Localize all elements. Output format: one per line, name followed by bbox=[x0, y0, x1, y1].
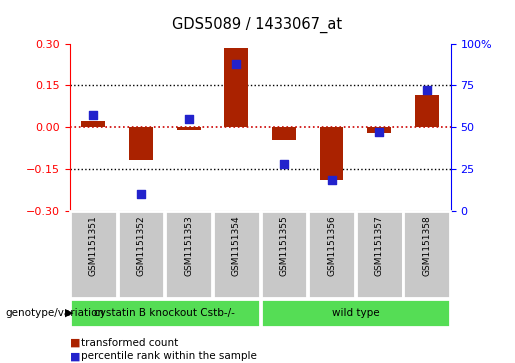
Point bbox=[232, 61, 241, 66]
Text: GSM1151352: GSM1151352 bbox=[136, 215, 145, 276]
Bar bbox=[415, 95, 439, 127]
Bar bbox=[225, 48, 248, 127]
Point bbox=[137, 191, 145, 197]
Text: ■: ■ bbox=[70, 338, 80, 348]
Text: wild type: wild type bbox=[332, 308, 379, 318]
FancyBboxPatch shape bbox=[70, 211, 117, 298]
Text: percentile rank within the sample: percentile rank within the sample bbox=[81, 351, 258, 362]
Bar bbox=[320, 127, 344, 180]
FancyBboxPatch shape bbox=[70, 299, 260, 327]
FancyBboxPatch shape bbox=[403, 211, 450, 298]
FancyBboxPatch shape bbox=[261, 211, 307, 298]
Bar bbox=[367, 127, 391, 132]
FancyBboxPatch shape bbox=[165, 211, 212, 298]
Text: GSM1151357: GSM1151357 bbox=[375, 215, 384, 276]
Text: GSM1151351: GSM1151351 bbox=[89, 215, 98, 276]
FancyBboxPatch shape bbox=[213, 211, 260, 298]
Bar bbox=[129, 127, 153, 160]
Point bbox=[375, 129, 383, 135]
Text: GDS5089 / 1433067_at: GDS5089 / 1433067_at bbox=[173, 16, 342, 33]
Point bbox=[328, 178, 336, 183]
Text: transformed count: transformed count bbox=[81, 338, 179, 348]
Text: GSM1151358: GSM1151358 bbox=[422, 215, 431, 276]
Bar bbox=[177, 127, 200, 130]
Text: cystatin B knockout Cstb-/-: cystatin B knockout Cstb-/- bbox=[94, 308, 235, 318]
Text: genotype/variation: genotype/variation bbox=[5, 308, 104, 318]
FancyBboxPatch shape bbox=[308, 211, 355, 298]
Text: GSM1151356: GSM1151356 bbox=[327, 215, 336, 276]
Text: ▶: ▶ bbox=[65, 308, 74, 318]
Bar bbox=[81, 122, 105, 127]
FancyBboxPatch shape bbox=[356, 211, 403, 298]
Text: GSM1151355: GSM1151355 bbox=[280, 215, 288, 276]
FancyBboxPatch shape bbox=[261, 299, 450, 327]
Text: GSM1151354: GSM1151354 bbox=[232, 215, 241, 276]
Bar bbox=[272, 127, 296, 140]
Text: GSM1151353: GSM1151353 bbox=[184, 215, 193, 276]
Point bbox=[280, 161, 288, 167]
Text: ■: ■ bbox=[70, 351, 80, 362]
FancyBboxPatch shape bbox=[117, 211, 164, 298]
Point bbox=[423, 87, 431, 93]
Point bbox=[184, 116, 193, 122]
Point bbox=[89, 113, 97, 118]
